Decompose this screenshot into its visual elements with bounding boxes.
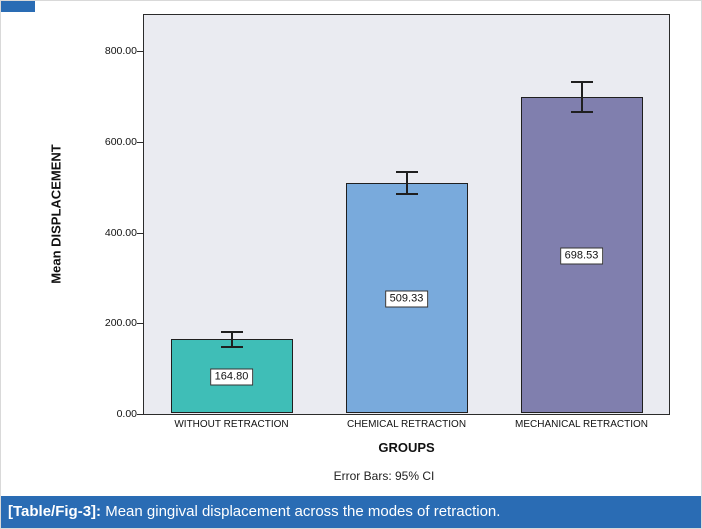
y-tick-label: 800.00 <box>104 45 137 58</box>
y-tick-label: 0.00 <box>116 408 137 420</box>
error-bar-cap-bottom <box>570 111 593 114</box>
bar-2 <box>345 183 468 413</box>
error-bar-cap-top <box>220 330 243 333</box>
x-category-label: MECHANICAL RETRACTION <box>515 419 648 430</box>
bar-value-label: 509.33 <box>384 290 429 308</box>
y-tick-mark <box>137 323 143 325</box>
x-axis-title: GROUPS <box>378 440 435 455</box>
error-bar-cap-top <box>395 170 418 173</box>
page-edge-accent <box>1 1 35 12</box>
y-tick-mark <box>137 141 143 143</box>
error-bars-footnote: Error Bars: 95% CI <box>333 469 435 483</box>
y-tick-label: 400.00 <box>104 226 137 239</box>
bar-value-label: 698.53 <box>559 247 604 265</box>
x-category-label: CHEMICAL RETRACTION <box>346 419 467 430</box>
error-bar-cap-bottom <box>220 345 243 348</box>
error-bar-line <box>230 331 233 347</box>
error-bar-cap-top <box>570 81 593 84</box>
y-axis-title: Mean DISPLACEMENT <box>48 144 64 284</box>
y-tick-mark <box>137 51 143 53</box>
error-bar-line <box>405 171 408 195</box>
y-tick-label: 600.00 <box>104 135 137 148</box>
y-tick-mark <box>137 414 143 415</box>
x-category-label: WITHOUT RETRACTION <box>174 419 289 430</box>
y-tick-mark <box>137 232 143 234</box>
y-tick-label: 200.00 <box>104 317 137 330</box>
figure-caption-tag: [Table/Fig-3]: <box>8 503 102 520</box>
error-bar-cap-bottom <box>395 193 418 196</box>
error-bar-line <box>580 82 583 113</box>
bar-value-label: 164.80 <box>209 368 254 386</box>
figure-caption-text: Mean gingival displacement across the mo… <box>101 503 501 520</box>
figure-caption-bar: [Table/Fig-3]: Mean gingival displacemen… <box>1 496 701 528</box>
